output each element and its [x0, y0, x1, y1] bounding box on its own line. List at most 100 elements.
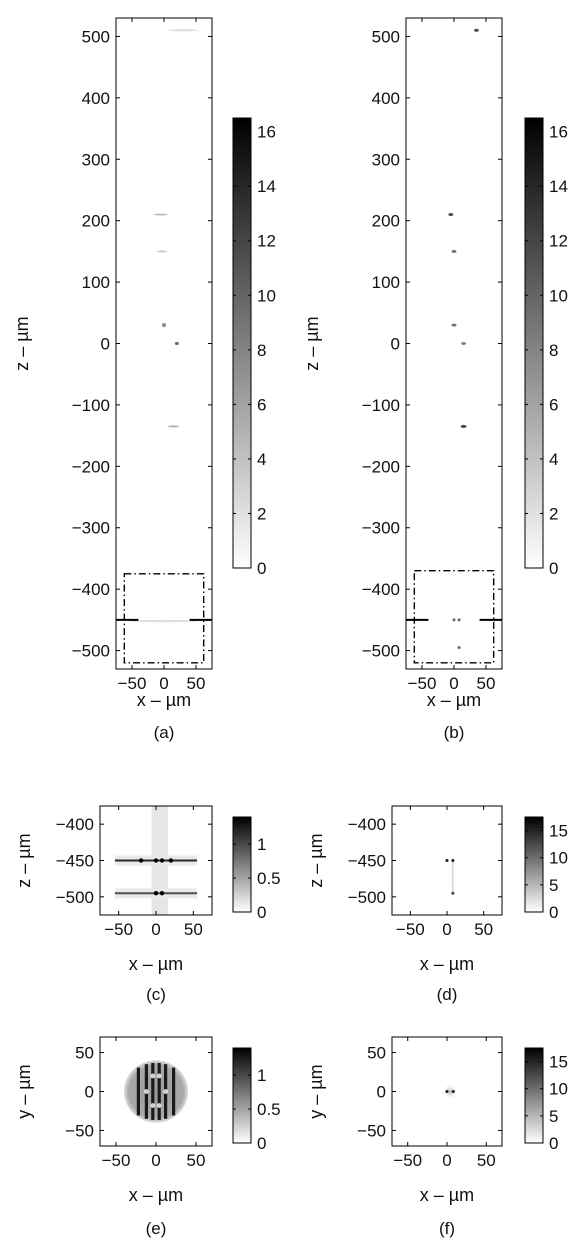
colorbar — [232, 816, 252, 913]
colorbar-tick-label: 10 — [549, 1080, 568, 1099]
y-tick-label: 100 — [82, 273, 110, 292]
y-tick-label: −400 — [362, 580, 400, 599]
intensity-feature — [460, 424, 467, 428]
y-tick-label: 0 — [377, 1083, 386, 1102]
y-tick-label: −50 — [357, 1121, 386, 1140]
fringe-highlight — [156, 1073, 162, 1079]
colorbar-tick-label: 6 — [549, 395, 558, 414]
band-hotspot — [159, 858, 165, 863]
y-tick-label: −500 — [72, 642, 110, 661]
y-tick-label: 100 — [372, 273, 400, 292]
intensity-feature — [167, 425, 180, 428]
x-axis-label: x – µm — [420, 1185, 474, 1205]
y-tick-label: 500 — [372, 27, 400, 46]
y-tick-label: 0 — [391, 335, 400, 354]
y-tick-label: −100 — [362, 396, 400, 415]
intensity-feature — [473, 28, 479, 32]
colorbar-tick-label: 5 — [549, 876, 558, 895]
y-tick-label: 500 — [82, 27, 110, 46]
x-tick-label: −50 — [118, 674, 147, 693]
intensity-feature — [157, 250, 168, 253]
y-axis-label: z – µm — [12, 316, 32, 370]
colorbar-tick-label: 0.5 — [257, 869, 281, 888]
colorbar-tick-label: 12 — [257, 232, 276, 251]
y-tick-label: −200 — [72, 457, 110, 476]
x-tick-label: 50 — [477, 674, 496, 693]
band-hotspot — [138, 858, 144, 863]
y-tick-label: −300 — [362, 519, 400, 538]
colorbar-tick-label: 0 — [549, 903, 558, 922]
colorbar — [232, 1047, 252, 1144]
y-tick-label: 300 — [372, 150, 400, 169]
colorbar-tick-label: 10 — [549, 286, 568, 305]
colorbar-tick-label: 0.5 — [257, 1100, 281, 1119]
x-axis-label: x – µm — [427, 690, 481, 710]
y-tick-label: −300 — [72, 519, 110, 538]
y-axis-label: z – µm — [302, 316, 322, 370]
colorbar-tick-label: 0 — [257, 903, 266, 922]
fringe-highlight — [150, 1103, 156, 1108]
y-tick-label: −500 — [362, 642, 400, 661]
y-tick-label: −400 — [348, 815, 386, 834]
y-axis-label: y – µm — [14, 1064, 34, 1118]
panel-caption: (c) — [146, 985, 166, 1004]
panel-caption: (f) — [439, 1219, 455, 1238]
y-tick-label: 200 — [372, 212, 400, 231]
colorbar — [524, 117, 544, 569]
x-tick-label: 50 — [187, 674, 206, 693]
x-tick-label: 0 — [442, 920, 451, 939]
y-tick-label: 400 — [82, 89, 110, 108]
colorbar-tick-label: 15 — [549, 822, 568, 841]
x-axis-label: x – µm — [420, 954, 474, 974]
plot-content — [129, 29, 199, 623]
y-tick-label: 0 — [85, 1083, 94, 1102]
x-tick-label: −50 — [396, 920, 425, 939]
intensity-feature — [162, 323, 166, 328]
colorbar-tick-label: 14 — [257, 177, 276, 196]
y-tick-label: 400 — [372, 89, 400, 108]
zoom-region-box — [123, 573, 205, 664]
intensity-feature — [451, 859, 455, 862]
zoom-region-box — [413, 570, 495, 664]
intensity-feature — [445, 859, 449, 862]
colorbar-tick-label: 5 — [549, 1107, 558, 1126]
y-tick-label: 50 — [367, 1044, 386, 1063]
intensity-feature — [457, 618, 461, 622]
y-tick-label: −50 — [65, 1121, 94, 1140]
colorbar-tick-label: 8 — [257, 341, 266, 360]
y-tick-label: −100 — [72, 396, 110, 415]
x-tick-label: −50 — [393, 1151, 422, 1170]
focal-glow — [442, 1083, 458, 1100]
fringe-highlight — [163, 1089, 169, 1094]
plot-content — [445, 859, 455, 895]
colorbar-tick-label: 16 — [257, 123, 276, 142]
plot-content — [442, 1083, 458, 1100]
colorbar-tick-label: 8 — [549, 341, 558, 360]
intensity-feature — [448, 213, 454, 217]
colorbar-tick-label: 14 — [549, 177, 568, 196]
intensity-feature — [451, 249, 457, 253]
y-axis-label: y – µm — [306, 1064, 326, 1118]
panel-caption: (b) — [444, 723, 465, 742]
intensity-feature — [445, 1090, 449, 1093]
y-tick-label: 50 — [75, 1044, 94, 1063]
colorbar-tick-label: 15 — [549, 1053, 568, 1072]
y-axis-label: z – µm — [306, 833, 326, 887]
x-tick-label: 50 — [474, 920, 493, 939]
intensity-feature — [153, 213, 168, 216]
y-tick-label: −500 — [56, 888, 94, 907]
plot-background — [116, 18, 212, 669]
x-axis-label: x – µm — [129, 954, 183, 974]
band-hotspot — [153, 858, 159, 863]
intensity-feature — [451, 323, 457, 327]
plot-content — [114, 806, 198, 915]
intensity-feature — [461, 342, 467, 345]
panel-e: −50 0 50 50 0 −50 x – µm y – µm (e) 1 0.5 0 — [14, 1036, 281, 1238]
x-axis-label: x – µm — [137, 690, 191, 710]
colorbar-tick-label: 0 — [549, 559, 558, 578]
colorbar-tick-label: 1 — [257, 1066, 266, 1085]
colorbar-tick-label: 10 — [549, 849, 568, 868]
plot-content — [448, 28, 479, 650]
